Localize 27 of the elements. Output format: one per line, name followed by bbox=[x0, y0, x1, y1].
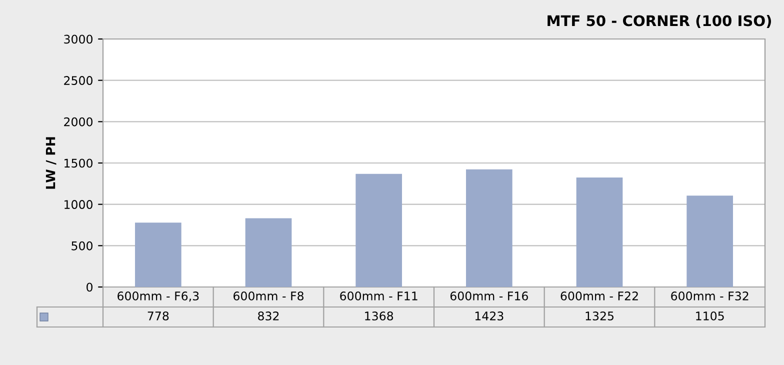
bar bbox=[576, 177, 623, 287]
bar bbox=[245, 218, 292, 287]
bar bbox=[134, 222, 182, 287]
data-label: 1368 bbox=[365, 311, 394, 320]
y-tick-label: 1500 bbox=[64, 158, 92, 168]
y-axis-title: LW / PH bbox=[46, 137, 56, 189]
y-tick-label: 0 bbox=[86, 282, 92, 292]
y-tick-label: 1000 bbox=[64, 200, 92, 209]
data-label: 1423 bbox=[475, 311, 504, 320]
data-label: 778 bbox=[148, 311, 169, 320]
x-tick-label: 600mm - F11 bbox=[340, 291, 418, 300]
bar bbox=[356, 174, 402, 287]
y-tick-label: 2000 bbox=[64, 117, 92, 126]
y-tick-label: 3000 bbox=[64, 34, 92, 44]
y-tick-label: 500 bbox=[72, 241, 92, 250]
bar bbox=[466, 169, 512, 287]
y-tick-label: 2500 bbox=[64, 76, 92, 85]
x-tick-label: 600mm - F32 bbox=[671, 291, 748, 300]
bar bbox=[686, 196, 734, 287]
data-label: 1325 bbox=[586, 311, 614, 320]
x-tick-label: 600mm - F16 bbox=[450, 291, 528, 300]
x-tick-label: 600mm - F8 bbox=[234, 291, 304, 300]
chart-title: MTF 50 - CORNER (100 ISO) bbox=[548, 14, 771, 28]
x-tick-label: 600mm - F22 bbox=[560, 291, 638, 300]
data-label: 832 bbox=[258, 311, 279, 320]
data-label: 1105 bbox=[696, 311, 724, 320]
x-tick-label: 600mm - F6,3 bbox=[118, 291, 199, 302]
